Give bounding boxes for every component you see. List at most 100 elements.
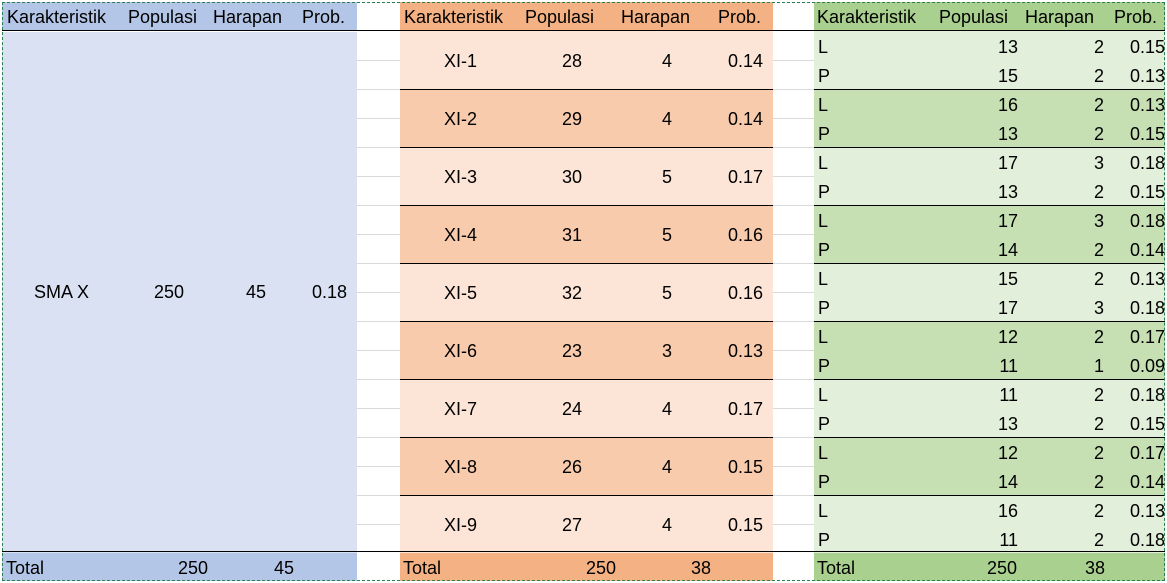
header-prob[interactable]: Prob. <box>1114 7 1158 27</box>
gender-prob-cell[interactable]: 0.14 <box>1129 472 1165 492</box>
class-population-cell[interactable]: 24 <box>561 399 582 419</box>
gender-prob-cell[interactable]: 0.18 <box>1129 530 1165 550</box>
gender-expected-cell[interactable]: 2 <box>1093 240 1104 260</box>
header-karakteristik[interactable]: Karakteristik <box>817 7 917 27</box>
gender-expected-cell[interactable]: 3 <box>1093 153 1104 173</box>
gender-population-cell[interactable]: 15 <box>997 269 1018 289</box>
gender-sex-cell[interactable]: P <box>818 356 831 376</box>
class-name-cell[interactable]: XI-3 <box>444 167 478 187</box>
header-karakteristik[interactable]: Karakteristik <box>7 7 107 27</box>
class-expected-cell[interactable]: 3 <box>661 341 672 361</box>
class-name-cell[interactable]: XI-1 <box>444 51 478 71</box>
gender-prob-cell[interactable]: 0.09 <box>1129 356 1165 376</box>
gender-sex-cell[interactable]: P <box>818 240 831 260</box>
header-populasi[interactable]: Populasi <box>525 7 595 27</box>
gender-prob-cell[interactable]: 0.17 <box>1129 443 1165 463</box>
class-expected-cell[interactable]: 4 <box>661 399 672 419</box>
header-harapan[interactable]: Harapan <box>1025 7 1095 27</box>
gender-expected-cell[interactable]: 2 <box>1093 182 1104 202</box>
gender-expected-cell[interactable]: 2 <box>1093 66 1104 86</box>
class-name-cell[interactable]: XI-9 <box>444 515 478 535</box>
class-name-cell[interactable]: XI-6 <box>444 341 478 361</box>
gender-sex-cell[interactable]: L <box>818 443 829 463</box>
gender-expected-cell[interactable]: 2 <box>1093 327 1104 347</box>
gender-population-cell[interactable]: 16 <box>997 95 1018 115</box>
class-expected-cell[interactable]: 5 <box>661 167 672 187</box>
class-population-cell[interactable]: 27 <box>561 515 582 535</box>
class-population-cell[interactable]: 26 <box>561 457 582 477</box>
header-populasi[interactable]: Populasi <box>128 7 198 27</box>
school-population-cell[interactable]: 250 <box>153 282 184 302</box>
class-prob-cell[interactable]: 0.16 <box>727 283 763 303</box>
gender-prob-cell[interactable]: 0.14 <box>1129 240 1165 260</box>
gender-expected-cell[interactable]: 2 <box>1093 269 1104 289</box>
gender-prob-cell[interactable]: 0.18 <box>1129 153 1165 173</box>
gender-sex-cell[interactable]: P <box>818 414 831 434</box>
gender-total-population[interactable]: 250 <box>986 558 1017 578</box>
gender-population-cell[interactable]: 17 <box>997 211 1018 231</box>
gender-sex-cell[interactable]: P <box>818 472 831 492</box>
gender-population-cell[interactable]: 13 <box>997 37 1018 57</box>
class-expected-cell[interactable]: 4 <box>661 515 672 535</box>
class-total-population[interactable]: 250 <box>585 558 616 578</box>
gender-prob-cell[interactable]: 0.15 <box>1129 37 1165 57</box>
gender-sex-cell[interactable]: P <box>818 530 831 550</box>
class-population-cell[interactable]: 32 <box>561 283 582 303</box>
gender-population-cell[interactable]: 13 <box>997 182 1018 202</box>
class-population-cell[interactable]: 28 <box>561 51 582 71</box>
gender-prob-cell[interactable]: 0.13 <box>1129 95 1165 115</box>
gender-sex-cell[interactable]: P <box>818 298 831 318</box>
class-expected-cell[interactable]: 4 <box>661 51 672 71</box>
gender-expected-cell[interactable]: 2 <box>1093 95 1104 115</box>
gender-expected-cell[interactable]: 2 <box>1093 472 1104 492</box>
class-prob-cell[interactable]: 0.13 <box>727 341 763 361</box>
gender-population-cell[interactable]: 12 <box>997 327 1018 347</box>
gender-expected-cell[interactable]: 3 <box>1093 298 1104 318</box>
gender-prob-cell[interactable]: 0.15 <box>1129 414 1165 434</box>
class-prob-cell[interactable]: 0.17 <box>727 399 763 419</box>
gender-expected-cell[interactable]: 2 <box>1093 530 1104 550</box>
header-karakteristik[interactable]: Karakteristik <box>404 7 504 27</box>
class-population-cell[interactable]: 30 <box>561 167 582 187</box>
gender-prob-cell[interactable]: 0.13 <box>1129 66 1165 86</box>
gender-sex-cell[interactable]: L <box>818 95 829 115</box>
gender-population-cell[interactable]: 13 <box>997 124 1018 144</box>
gender-sex-cell[interactable]: L <box>818 501 829 521</box>
class-expected-cell[interactable]: 5 <box>661 225 672 245</box>
class-population-cell[interactable]: 23 <box>561 341 582 361</box>
gender-expected-cell[interactable]: 2 <box>1093 414 1104 434</box>
gender-total-label[interactable]: Total <box>817 558 856 578</box>
header-harapan[interactable]: Harapan <box>621 7 691 27</box>
class-expected-cell[interactable]: 4 <box>661 457 672 477</box>
gender-population-cell[interactable]: 14 <box>997 240 1018 260</box>
gender-expected-cell[interactable]: 2 <box>1093 501 1104 521</box>
gender-prob-cell[interactable]: 0.18 <box>1129 211 1165 231</box>
school-name-cell[interactable]: SMA X <box>34 282 90 302</box>
header-prob[interactable]: Prob. <box>302 7 346 27</box>
gender-sex-cell[interactable]: P <box>818 182 831 202</box>
gender-prob-cell[interactable]: 0.15 <box>1129 124 1165 144</box>
school-expected-cell[interactable]: 45 <box>245 282 266 302</box>
class-total-expected[interactable]: 38 <box>690 558 711 578</box>
class-prob-cell[interactable]: 0.15 <box>727 515 763 535</box>
class-expected-cell[interactable]: 5 <box>661 283 672 303</box>
gender-expected-cell[interactable]: 1 <box>1093 356 1104 376</box>
gender-prob-cell[interactable]: 0.13 <box>1129 269 1165 289</box>
gender-prob-cell[interactable]: 0.15 <box>1129 182 1165 202</box>
class-prob-cell[interactable]: 0.16 <box>727 225 763 245</box>
gender-expected-cell[interactable]: 2 <box>1093 37 1104 57</box>
header-harapan[interactable]: Harapan <box>213 7 283 27</box>
class-prob-cell[interactable]: 0.17 <box>727 167 763 187</box>
class-population-cell[interactable]: 29 <box>561 109 582 129</box>
school-total-label[interactable]: Total <box>6 558 45 578</box>
class-name-cell[interactable]: XI-5 <box>444 283 478 303</box>
gender-prob-cell[interactable]: 0.13 <box>1129 501 1165 521</box>
gender-population-cell[interactable]: 11 <box>999 530 1018 550</box>
gender-sex-cell[interactable]: L <box>818 37 829 57</box>
gender-sex-cell[interactable]: L <box>818 211 829 231</box>
class-name-cell[interactable]: XI-2 <box>444 109 478 129</box>
gender-population-cell[interactable]: 11 <box>999 356 1018 376</box>
gender-prob-cell[interactable]: 0.17 <box>1129 327 1165 347</box>
gender-sex-cell[interactable]: L <box>818 269 829 289</box>
